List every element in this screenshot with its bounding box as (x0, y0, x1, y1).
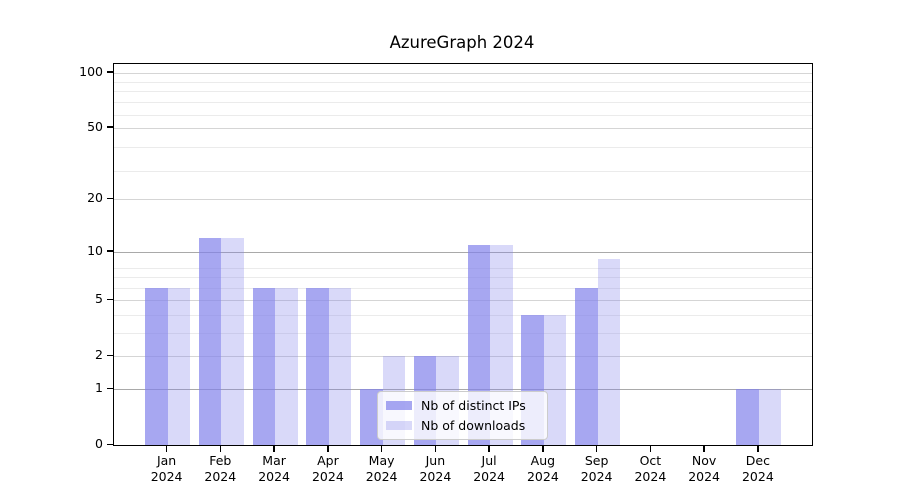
major-gridline-100 (114, 72, 812, 74)
major-gridline-10 (114, 251, 812, 253)
minor-gridline-79 (114, 91, 812, 93)
y-tick-20 (107, 197, 113, 200)
minor-gridline-4 (114, 315, 812, 317)
y-tick-0 (107, 443, 113, 445)
y-tick-1 (107, 387, 113, 390)
legend: Nb of distinct IPs Nb of downloads (377, 391, 548, 440)
bar-sep-distinct-ips (575, 288, 598, 445)
legend-item-downloads: Nb of downloads (386, 418, 538, 433)
x-tick-label-jun: Jun 2024 (419, 453, 452, 484)
x-tick-label-dec: Dec 2024 (741, 453, 774, 484)
minor-gridline-3 (114, 333, 812, 335)
bar-dec-downloads (758, 389, 782, 445)
major-gridline-5 (114, 300, 812, 302)
y-tick-label-100: 100 (79, 63, 103, 79)
x-tick-label-aug: Aug 2024 (526, 453, 559, 484)
major-gridline-20 (114, 199, 812, 201)
x-tick-jan (165, 445, 168, 452)
minor-gridline-29 (114, 170, 812, 172)
x-tick-dec (757, 445, 759, 452)
minor-gridline-69 (114, 102, 812, 104)
bar-feb-distinct-ips (198, 238, 222, 445)
x-tick-label-apr: Apr 2024 (311, 453, 344, 484)
x-tick-apr (327, 445, 329, 452)
x-tick-label-jul: Jul 2024 (473, 453, 505, 484)
x-tick-nov (703, 445, 705, 452)
y-tick-label-2: 2 (95, 347, 103, 363)
bar-sep-downloads (597, 259, 621, 445)
legend-label-downloads: Nb of downloads (421, 418, 526, 433)
minor-gridline-8 (114, 267, 812, 269)
minor-gridline-7 (114, 277, 812, 279)
x-tick-aug (542, 445, 544, 452)
y-tick-10 (107, 250, 113, 252)
major-gridline-2 (114, 356, 812, 358)
y-tick-label-1: 1 (95, 380, 103, 396)
x-tick-jul (488, 445, 490, 452)
x-tick-label-oct: Oct 2024 (634, 453, 667, 484)
y-tick-5 (107, 298, 113, 301)
plot-area (113, 63, 813, 446)
x-tick-label-may: May 2024 (365, 453, 398, 484)
legend-item-distinct-ips: Nb of distinct IPs (386, 398, 538, 413)
y-tick-label-20: 20 (87, 190, 103, 206)
x-tick-label-mar: Mar 2024 (258, 453, 290, 484)
major-gridline-50 (114, 127, 812, 129)
minor-gridline-59 (114, 114, 812, 116)
x-tick-label-jan: Jan 2024 (150, 453, 183, 484)
bar-mar-distinct-ips (252, 288, 276, 445)
minor-gridline-39 (114, 147, 812, 149)
x-tick-may (380, 445, 383, 452)
chart-title: AzureGraph 2024 (389, 33, 535, 52)
downloads-swatch-icon (386, 421, 412, 430)
x-tick-label-feb: Feb 2024 (204, 453, 237, 484)
bar-jan-downloads (167, 288, 191, 445)
y-tick-label-50: 50 (87, 118, 103, 134)
x-tick-label-sep: Sep 2024 (580, 453, 613, 484)
major-gridline-1 (114, 389, 812, 391)
distinct-ips-swatch-icon (386, 401, 412, 410)
y-tick-100 (107, 71, 113, 73)
legend-label-distinct-ips: Nb of distinct IPs (421, 398, 526, 413)
bar-aug-downloads (543, 315, 567, 445)
bar-mar-downloads (275, 288, 298, 445)
bar-may-distinct-ips (360, 389, 383, 445)
x-tick-feb (219, 445, 222, 452)
minor-gridline-89 (114, 81, 812, 83)
bar-apr-distinct-ips (306, 288, 329, 445)
x-tick-label-nov: Nov 2024 (688, 453, 720, 484)
x-tick-oct (649, 445, 652, 452)
bar-feb-downloads (221, 238, 244, 445)
y-tick-2 (107, 354, 113, 357)
minor-gridline-6 (114, 288, 812, 289)
y-tick-label-10: 10 (87, 242, 103, 258)
y-tick-label-5: 5 (95, 291, 103, 307)
bar-dec-distinct-ips (736, 389, 759, 445)
y-tick-label-0: 0 (95, 436, 103, 451)
y-tick-50 (107, 126, 113, 128)
bar-apr-downloads (328, 288, 352, 445)
x-tick-sep (595, 445, 598, 452)
x-tick-jun (434, 445, 437, 452)
bar-jan-distinct-ips (145, 288, 168, 445)
x-tick-mar (273, 445, 275, 452)
